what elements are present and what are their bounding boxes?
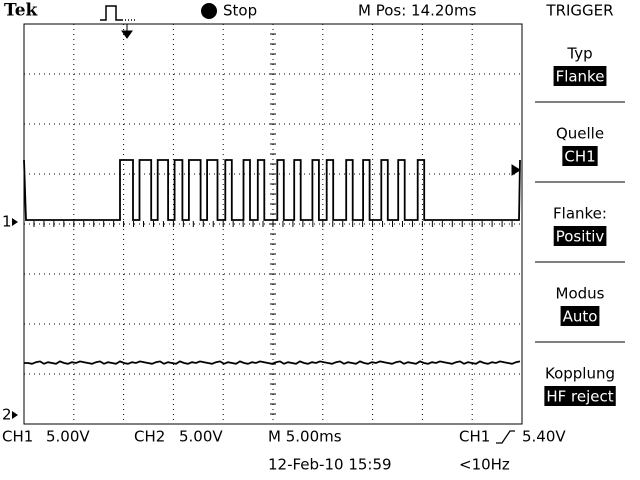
trigger-frequency: <10Hz (459, 456, 510, 474)
menu-value: Positiv (556, 228, 605, 246)
horizontal-position: M Pos: 14.20ms (358, 2, 477, 20)
menu-value-box (544, 386, 616, 406)
run-status: Stop (223, 2, 257, 20)
menu-label: Kopplung (545, 365, 615, 383)
stop-indicator (201, 3, 217, 19)
trigger-slope-icon (496, 430, 515, 444)
waveforms (23, 159, 521, 365)
ch1-marker: 1 (2, 213, 12, 231)
menu-value: Flanke (556, 68, 605, 86)
menu-value: HF reject (546, 388, 613, 406)
menu-value: CH1 (564, 148, 595, 166)
menu-label: Quelle (556, 125, 604, 143)
ch1-scale: 5.00V (46, 428, 90, 446)
acquisition-icon (100, 5, 122, 21)
graticule (23, 23, 523, 425)
ch1-marker-arrow (12, 218, 18, 226)
graticule-frame (23, 23, 523, 425)
trigger-level-marker (511, 164, 523, 176)
menu-value-box (553, 226, 607, 246)
ch1-waveform (23, 159, 521, 221)
menu-value-box (553, 66, 607, 86)
menu-label: Modus (556, 285, 605, 303)
ch2-marker: 2 (2, 406, 12, 424)
menu-label: Typ (566, 45, 592, 63)
timebase: M 5.00ms (268, 428, 342, 446)
trigger-menu: Typ Flanke Quelle CH1 Flanke: Positiv Modus Aut… (535, 45, 625, 406)
datetime: 12-Feb-10 15:59 (268, 456, 392, 474)
menu-value: Auto (563, 308, 598, 326)
ch1-name: CH1 (2, 428, 33, 446)
menu-value-box (562, 146, 598, 166)
trigger-position-marker (121, 24, 133, 39)
ch2-marker-arrow (12, 411, 18, 419)
menu-title: TRIGGER (545, 2, 613, 20)
trigger-source: CH1 (459, 428, 490, 446)
menu-label: Flanke: (553, 205, 607, 223)
ch2-waveform (24, 360, 521, 365)
ch2-scale: 5.00V (179, 428, 223, 446)
trigger-level: 5.40V (522, 428, 566, 446)
menu-value-box (560, 306, 600, 326)
brand: Tek (4, 1, 39, 21)
ch2-name: CH2 (134, 428, 165, 446)
